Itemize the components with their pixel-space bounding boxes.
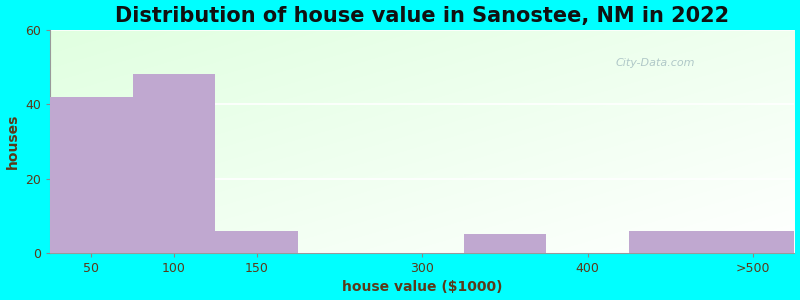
Bar — [133, 74, 215, 253]
Y-axis label: houses: houses — [6, 114, 19, 169]
Bar — [50, 97, 133, 253]
X-axis label: house value ($1000): house value ($1000) — [342, 280, 502, 294]
Bar — [463, 234, 546, 253]
Title: Distribution of house value in Sanostee, NM in 2022: Distribution of house value in Sanostee,… — [115, 6, 730, 26]
Bar — [215, 231, 298, 253]
Bar — [629, 231, 794, 253]
Text: City-Data.com: City-Data.com — [616, 58, 695, 68]
